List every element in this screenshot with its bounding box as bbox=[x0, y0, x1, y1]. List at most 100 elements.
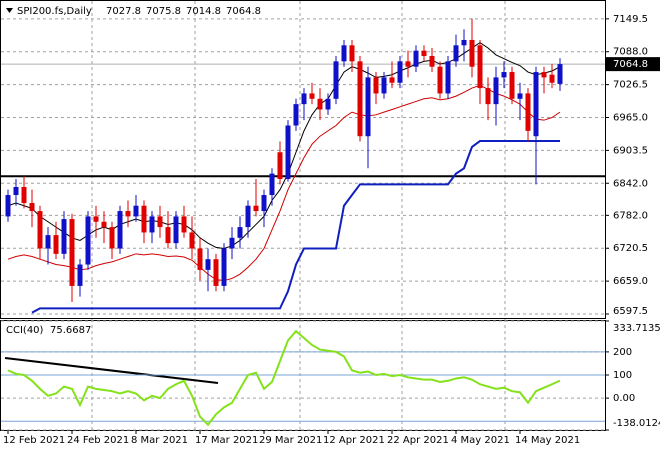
candle-body bbox=[277, 152, 283, 179]
candle-body bbox=[317, 98, 323, 110]
y-tick-label: 6720.5 bbox=[613, 243, 648, 254]
candle-body bbox=[45, 235, 51, 249]
candle-body bbox=[197, 248, 203, 270]
candle-body bbox=[405, 61, 411, 67]
candle-body bbox=[165, 227, 171, 244]
cci-trendline bbox=[4, 357, 219, 384]
candle-body bbox=[557, 64, 563, 84]
candle-body bbox=[149, 216, 155, 233]
cci-line bbox=[7, 329, 561, 427]
candle-body bbox=[517, 93, 523, 99]
y-tick-label: 7026.5 bbox=[613, 80, 648, 91]
y-tick-label: 200 bbox=[613, 347, 632, 358]
overlay-line bbox=[31, 140, 560, 314]
candle-body bbox=[181, 216, 187, 233]
candle-body bbox=[237, 227, 243, 238]
candle-body bbox=[485, 88, 491, 105]
candle-body bbox=[125, 211, 131, 217]
candle-body bbox=[365, 77, 371, 137]
cci-value: 75.6687 bbox=[50, 325, 91, 336]
candle-body bbox=[349, 45, 355, 62]
candle-body bbox=[133, 205, 139, 217]
x-tick-label: 14 May 2021 bbox=[515, 435, 580, 446]
candle-body bbox=[533, 72, 539, 137]
candle-body bbox=[413, 50, 419, 67]
x-tick-label: 4 May 2021 bbox=[451, 435, 510, 446]
candle-body bbox=[541, 72, 547, 78]
candle-body bbox=[429, 56, 435, 67]
candle-body bbox=[397, 61, 403, 83]
candle-body bbox=[21, 187, 27, 204]
x-tick-label: 12 Feb 2021 bbox=[3, 435, 65, 446]
candle-body bbox=[453, 45, 459, 62]
candle-body bbox=[69, 219, 75, 286]
candle-body bbox=[437, 66, 443, 94]
candle-body bbox=[445, 61, 451, 94]
candle-body bbox=[53, 235, 59, 254]
candle-body bbox=[109, 227, 115, 249]
y-tick-label: 6659.0 bbox=[613, 276, 648, 287]
overlay-line bbox=[7, 84, 561, 282]
last-price-label: 7064.8 bbox=[613, 59, 648, 70]
candle-body bbox=[157, 216, 163, 228]
candle-body bbox=[341, 45, 347, 62]
last-price-box bbox=[606, 57, 660, 72]
candle-body bbox=[37, 211, 43, 249]
y-tick-label: 333.7135 bbox=[613, 323, 660, 334]
candle-body bbox=[421, 50, 427, 57]
candle-body bbox=[525, 93, 531, 131]
header-close: 7064.8 bbox=[226, 6, 261, 17]
candle-body bbox=[373, 77, 379, 94]
candle-body bbox=[101, 221, 107, 228]
x-tick-label: 8 Mar 2021 bbox=[131, 435, 188, 446]
candle-body bbox=[461, 39, 467, 46]
candle-body bbox=[29, 203, 35, 212]
y-tick-label: 6782.0 bbox=[613, 210, 648, 221]
x-tick-label: 22 Apr 2021 bbox=[387, 435, 449, 446]
candle-body bbox=[213, 259, 219, 286]
x-tick-label: 24 Feb 2021 bbox=[67, 435, 129, 446]
y-tick-label: 6965.0 bbox=[613, 112, 648, 123]
candle-body bbox=[261, 195, 267, 212]
candle-body bbox=[85, 216, 91, 265]
candle-body bbox=[285, 125, 291, 179]
candle-body bbox=[229, 237, 235, 249]
header-low: 7014.8 bbox=[186, 6, 221, 17]
cci-title: CCI(40) bbox=[6, 325, 44, 336]
candle-body bbox=[245, 205, 251, 228]
y-tick-label: 7149.5 bbox=[613, 14, 648, 25]
candle-body bbox=[117, 211, 123, 249]
candle-body bbox=[141, 205, 147, 233]
candle-body bbox=[357, 61, 363, 137]
header-high: 7075.8 bbox=[146, 6, 181, 17]
y-tick-label: 6597.5 bbox=[613, 306, 648, 317]
candle-body bbox=[309, 93, 315, 99]
overlay-line bbox=[7, 42, 561, 250]
y-tick-label: 0.00 bbox=[613, 393, 635, 404]
candle-body bbox=[93, 216, 99, 222]
candle-body bbox=[469, 39, 475, 67]
chart-title: SPI200.fs,Daily bbox=[17, 6, 92, 17]
candle-body bbox=[389, 77, 395, 83]
candle-body bbox=[13, 187, 19, 196]
candle-body bbox=[549, 74, 555, 83]
candle-body bbox=[325, 98, 331, 110]
candle-body bbox=[253, 205, 259, 212]
candle-body bbox=[221, 248, 227, 286]
candle-body bbox=[5, 195, 11, 217]
candle-body bbox=[173, 216, 179, 244]
y-tick-label: 100 bbox=[613, 370, 632, 381]
candle-body bbox=[205, 259, 211, 270]
candle-body bbox=[501, 72, 507, 78]
y-tick-label: 7088.0 bbox=[613, 47, 648, 58]
x-tick-label: 17 Mar 2021 bbox=[195, 435, 258, 446]
candle-body bbox=[269, 173, 275, 196]
candle-body bbox=[293, 104, 299, 126]
y-tick-label: 6903.5 bbox=[613, 145, 648, 156]
candle-body bbox=[61, 219, 67, 254]
candle-body bbox=[301, 93, 307, 105]
candle-body bbox=[189, 232, 195, 249]
x-tick-label: 29 Mar 2021 bbox=[259, 435, 322, 446]
main-frame bbox=[0, 0, 606, 319]
